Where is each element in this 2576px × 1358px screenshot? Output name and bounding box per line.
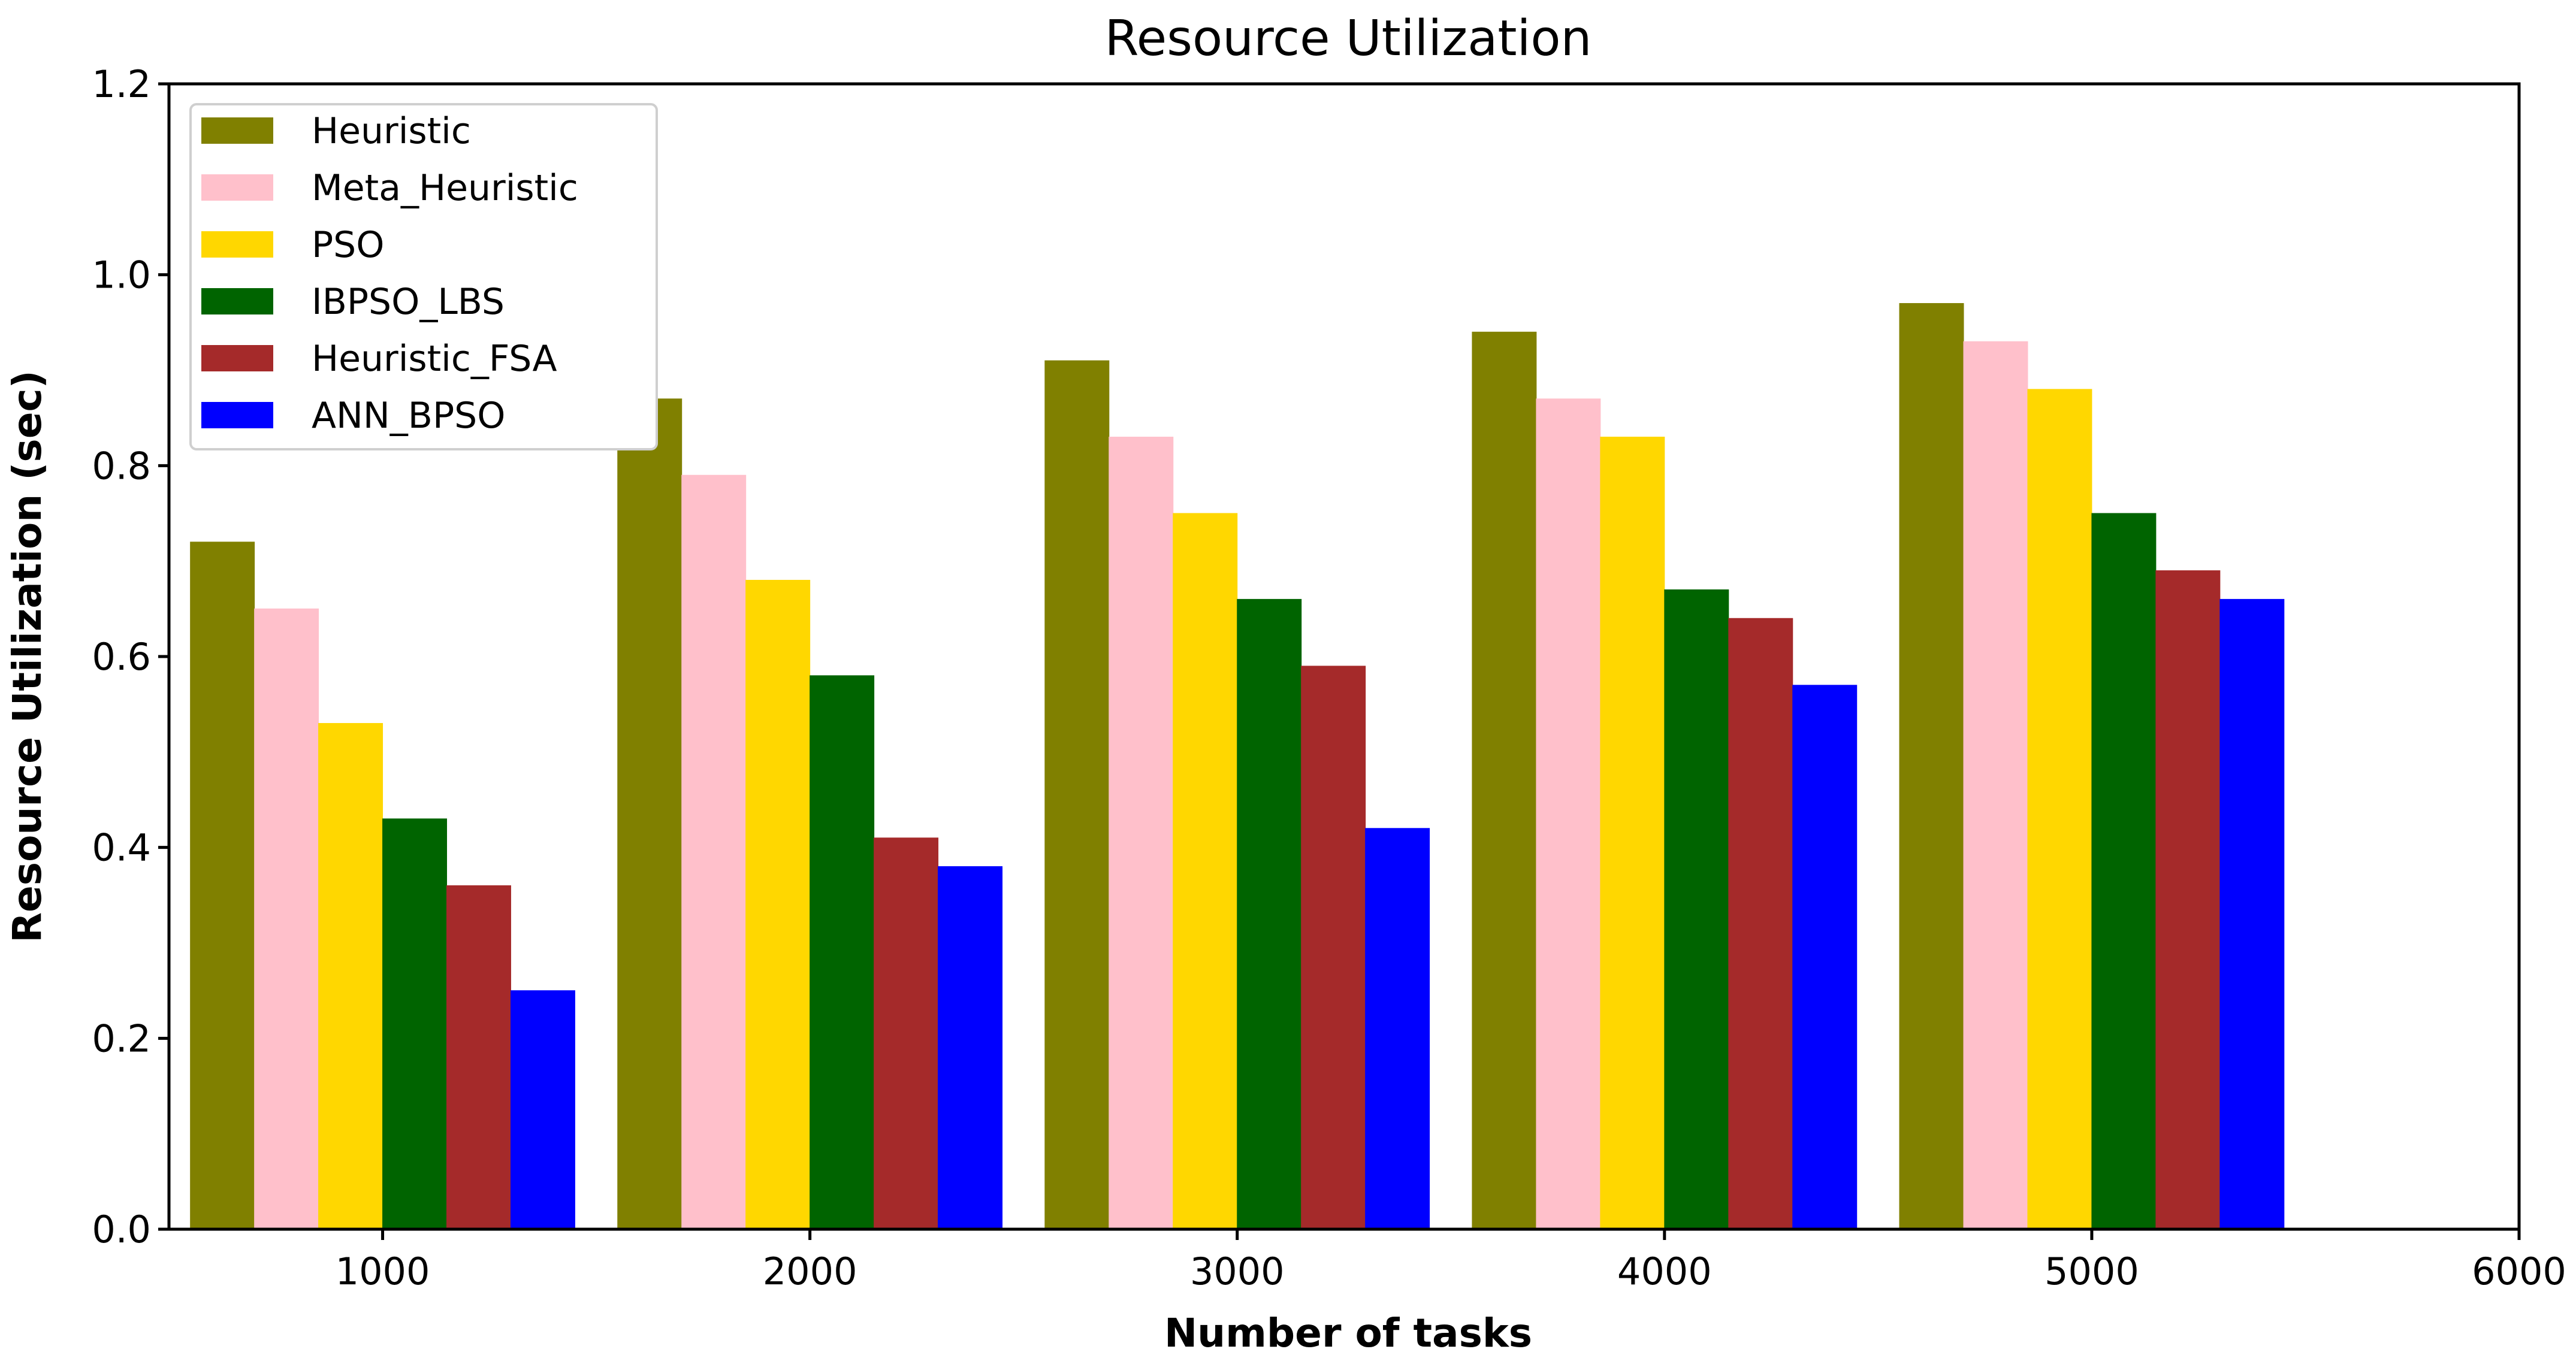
bar bbox=[446, 885, 511, 1230]
x-tick-label: 1000 bbox=[336, 1250, 430, 1293]
bar bbox=[1472, 331, 1537, 1230]
bar bbox=[1664, 589, 1729, 1230]
y-axis: 0.0 0.2 0.4 0.6 0.8 1.0 1.2 bbox=[92, 62, 169, 1251]
bar bbox=[254, 608, 319, 1230]
bar bbox=[2155, 570, 2221, 1230]
legend-swatch bbox=[201, 288, 273, 314]
y-tick-label: 0.2 bbox=[92, 1017, 151, 1060]
bar bbox=[382, 818, 448, 1230]
bars-layer bbox=[190, 303, 2285, 1230]
y-tick-label: 0.4 bbox=[92, 826, 151, 870]
x-axis-label: Number of tasks bbox=[1164, 1310, 1532, 1356]
legend-label: Heuristic bbox=[312, 110, 471, 152]
legend-swatch bbox=[201, 345, 273, 371]
legend-label: IBPSO_LBS bbox=[312, 281, 505, 323]
bar bbox=[1600, 437, 1665, 1230]
y-tick-label: 1.0 bbox=[92, 253, 151, 297]
bar bbox=[1109, 437, 1174, 1230]
bar bbox=[2219, 598, 2285, 1230]
x-axis: 1000 2000 3000 4000 5000 6000 bbox=[336, 1229, 2566, 1293]
plot-frame bbox=[167, 82, 2521, 1231]
x-tick-label: 4000 bbox=[1617, 1250, 1712, 1293]
legend-swatch bbox=[201, 231, 273, 258]
x-tick-label: 3000 bbox=[1190, 1250, 1285, 1293]
bar bbox=[1899, 303, 1964, 1230]
legend-label: Heuristic_FSA bbox=[312, 338, 557, 380]
bar bbox=[1536, 398, 1601, 1230]
bar bbox=[1728, 618, 1793, 1230]
bar bbox=[1963, 341, 2028, 1230]
legend: Heuristic Meta_Heuristic PSO IBPSO_LBS Heuri… bbox=[189, 103, 658, 450]
x-tick-label: 6000 bbox=[2472, 1250, 2566, 1293]
bar bbox=[2027, 389, 2092, 1230]
x-tick-label: 2000 bbox=[763, 1250, 857, 1293]
bar bbox=[745, 580, 811, 1230]
bar bbox=[2091, 513, 2157, 1230]
bar bbox=[1237, 598, 1302, 1230]
y-tick-label: 0.6 bbox=[92, 635, 151, 679]
bar bbox=[681, 474, 747, 1230]
bar bbox=[190, 542, 255, 1230]
legend-swatch bbox=[201, 174, 273, 201]
legend-box bbox=[189, 103, 658, 450]
bar bbox=[810, 675, 875, 1230]
bar bbox=[1365, 828, 1430, 1230]
legend-label: Meta_Heuristic bbox=[312, 167, 578, 209]
y-tick-label: 0.8 bbox=[92, 444, 151, 488]
y-axis-label: Resource Utilization (sec) bbox=[4, 370, 50, 943]
bar bbox=[938, 866, 1003, 1230]
bar bbox=[1044, 360, 1110, 1230]
bar bbox=[617, 398, 682, 1230]
legend-swatch bbox=[201, 117, 273, 144]
legend-swatch bbox=[201, 402, 273, 428]
chart-title: Resource Utilization bbox=[1105, 10, 1592, 67]
bar bbox=[1173, 513, 1238, 1230]
bar bbox=[510, 990, 575, 1230]
legend-label: ANN_BPSO bbox=[312, 395, 505, 437]
bar bbox=[318, 723, 383, 1230]
bar bbox=[1301, 666, 1366, 1230]
bar bbox=[874, 837, 939, 1230]
x-tick-label: 5000 bbox=[2045, 1250, 2139, 1293]
y-tick-label: 1.2 bbox=[92, 62, 151, 106]
bar bbox=[1792, 685, 1858, 1230]
y-tick-label: 0.0 bbox=[92, 1208, 151, 1251]
legend-label: PSO bbox=[312, 224, 385, 266]
